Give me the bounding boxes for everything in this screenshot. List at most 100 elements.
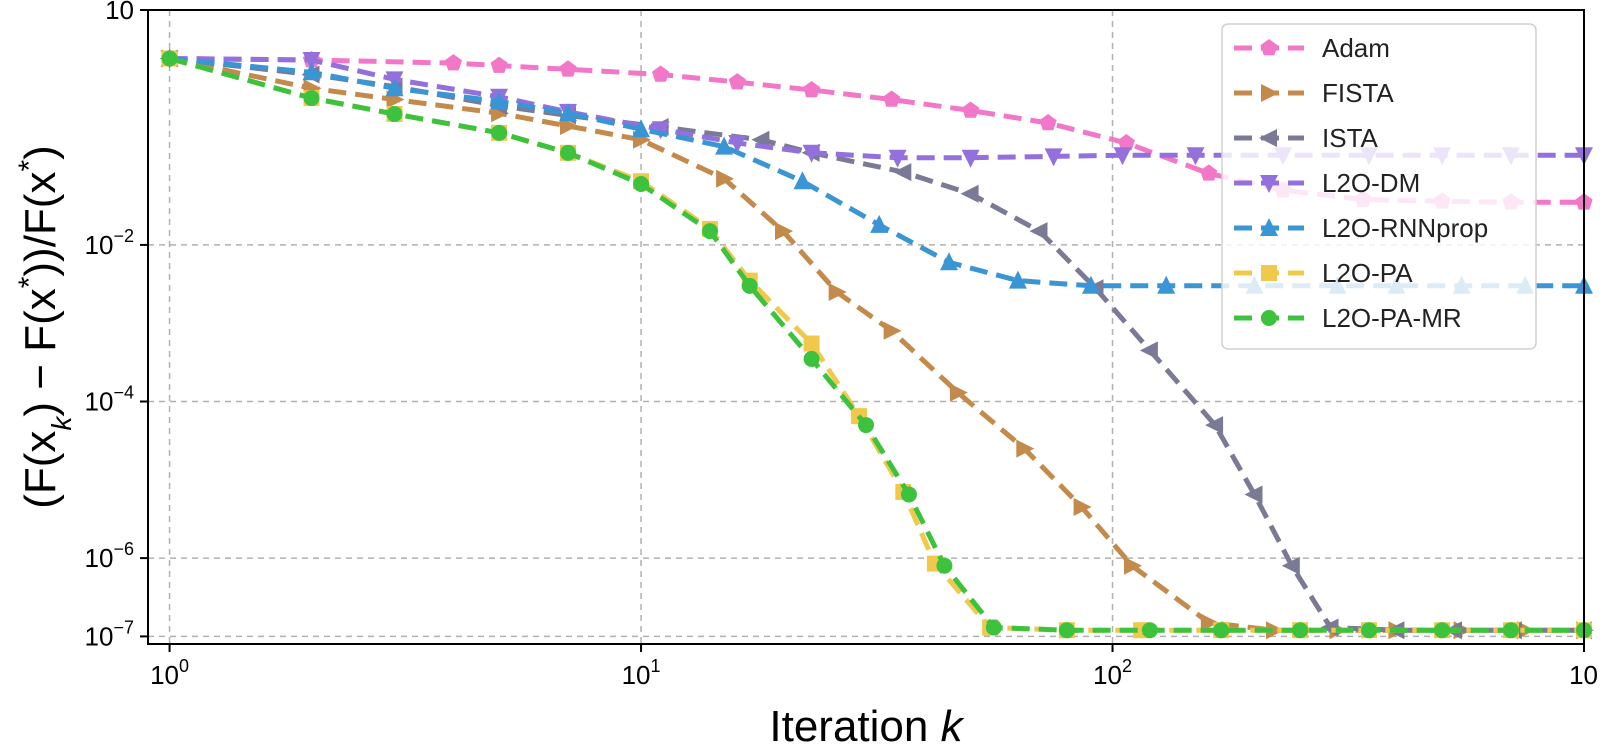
- legend-item-l2o-pa-mr: L2O-PA-MR: [1234, 303, 1462, 333]
- data-point: [491, 124, 508, 141]
- data-point: [1213, 622, 1230, 639]
- x-tick-label: 10: [1569, 660, 1598, 690]
- data-point: [1016, 439, 1035, 458]
- data-point: [883, 90, 901, 107]
- data-point: [1113, 147, 1132, 166]
- data-point: [1200, 613, 1219, 632]
- legend-marker: [1259, 129, 1277, 147]
- y-tick-label: 10: [105, 0, 134, 25]
- data-point: [940, 252, 958, 271]
- x-tick-label: 100: [150, 656, 189, 690]
- data-point: [900, 486, 917, 503]
- data-point: [490, 91, 509, 110]
- data-point: [633, 175, 650, 192]
- data-point: [716, 169, 735, 188]
- legend-label: ISTA: [1322, 123, 1379, 153]
- axis-ticks: 100 101 102 10 10 10−2 10−4 10−6 10−7: [85, 0, 1598, 690]
- y-axis-label: (F(xk) − F(x*))/F(x*): [13, 145, 77, 509]
- data-point: [1266, 621, 1284, 640]
- data-point: [559, 103, 577, 122]
- data-point: [728, 73, 746, 90]
- data-point: [303, 90, 320, 107]
- y-tick-label: 10−6: [85, 539, 134, 573]
- plot-series: [159, 48, 1594, 640]
- legend-item-l2o-dm: L2O-DM: [1234, 168, 1420, 198]
- data-point: [1244, 485, 1263, 504]
- data-point: [1281, 556, 1300, 575]
- data-point: [1292, 622, 1309, 639]
- data-point: [1039, 114, 1057, 131]
- data-point: [1205, 416, 1224, 435]
- data-point: [652, 65, 670, 82]
- data-point: [1186, 147, 1205, 166]
- data-point: [560, 144, 577, 161]
- legend-marker: [1260, 175, 1278, 193]
- legend-label: L2O-PA: [1322, 258, 1413, 288]
- y-tick-label: 10−2: [85, 226, 134, 260]
- data-point: [1200, 164, 1218, 181]
- data-point: [715, 136, 734, 155]
- data-point: [490, 56, 508, 73]
- data-point: [961, 149, 980, 168]
- data-point: [1361, 622, 1378, 639]
- data-point: [560, 117, 578, 135]
- data-point: [1044, 148, 1063, 167]
- data-point: [444, 54, 462, 71]
- data-point: [385, 78, 404, 97]
- legend-label: FISTA: [1322, 78, 1394, 108]
- data-point: [1139, 341, 1158, 360]
- data-point: [728, 135, 747, 153]
- legend: Adam FISTA ISTA L2O-DM L2O-RNNprop L2O-PA L2O-…: [1221, 23, 1537, 350]
- x-tick-label: 102: [1093, 656, 1132, 690]
- data-point: [1117, 134, 1135, 151]
- data-point: [893, 163, 912, 182]
- data-point: [936, 557, 953, 574]
- data-point: [386, 105, 403, 122]
- legend-item-adam: Adam: [1234, 33, 1390, 63]
- legend-marker: [1261, 84, 1279, 102]
- legend-item-l2o-pa: L2O-PA: [1234, 258, 1413, 288]
- data-point: [1082, 275, 1100, 294]
- data-point: [803, 350, 820, 367]
- data-point: [803, 81, 821, 98]
- data-point: [1502, 622, 1519, 639]
- data-point: [1124, 556, 1142, 575]
- data-point: [302, 52, 321, 70]
- data-point: [870, 214, 889, 233]
- legend-marker: [1260, 218, 1278, 236]
- series-line-fista: [169, 56, 1584, 633]
- data-point: [1073, 498, 1092, 516]
- data-point: [883, 321, 902, 340]
- data-point: [1434, 622, 1451, 639]
- data-point: [949, 383, 968, 402]
- legend-item-ista: ISTA: [1234, 123, 1379, 153]
- data-point: [1157, 275, 1176, 294]
- plot-frame: [147, 9, 1585, 645]
- legend-label: L2O-RNNprop: [1322, 213, 1488, 243]
- data-point: [701, 223, 718, 240]
- y-tick-label: 10−7: [85, 617, 134, 651]
- data-point: [960, 184, 979, 203]
- y-tick-label: 10−4: [85, 383, 134, 417]
- x-tick-label: 101: [622, 656, 661, 690]
- data-point: [1008, 270, 1027, 289]
- data-point: [1141, 622, 1158, 639]
- data-point: [802, 144, 821, 163]
- data-point: [858, 417, 874, 434]
- data-point: [651, 121, 670, 140]
- data-point: [793, 171, 812, 190]
- legend-label: L2O-DM: [1322, 168, 1420, 198]
- data-point: [985, 619, 1002, 636]
- data-point: [632, 119, 650, 138]
- legend-label: Adam: [1322, 33, 1390, 63]
- data-point: [803, 335, 820, 352]
- data-point: [1029, 222, 1048, 241]
- series-l2o-pa-mr: [161, 50, 1592, 639]
- legend-label: L2O-PA-MR: [1322, 303, 1462, 333]
- data-point: [962, 101, 980, 118]
- legend-marker: [1260, 39, 1278, 56]
- data-point: [741, 277, 758, 294]
- data-point: [775, 222, 793, 241]
- data-point: [1058, 622, 1075, 639]
